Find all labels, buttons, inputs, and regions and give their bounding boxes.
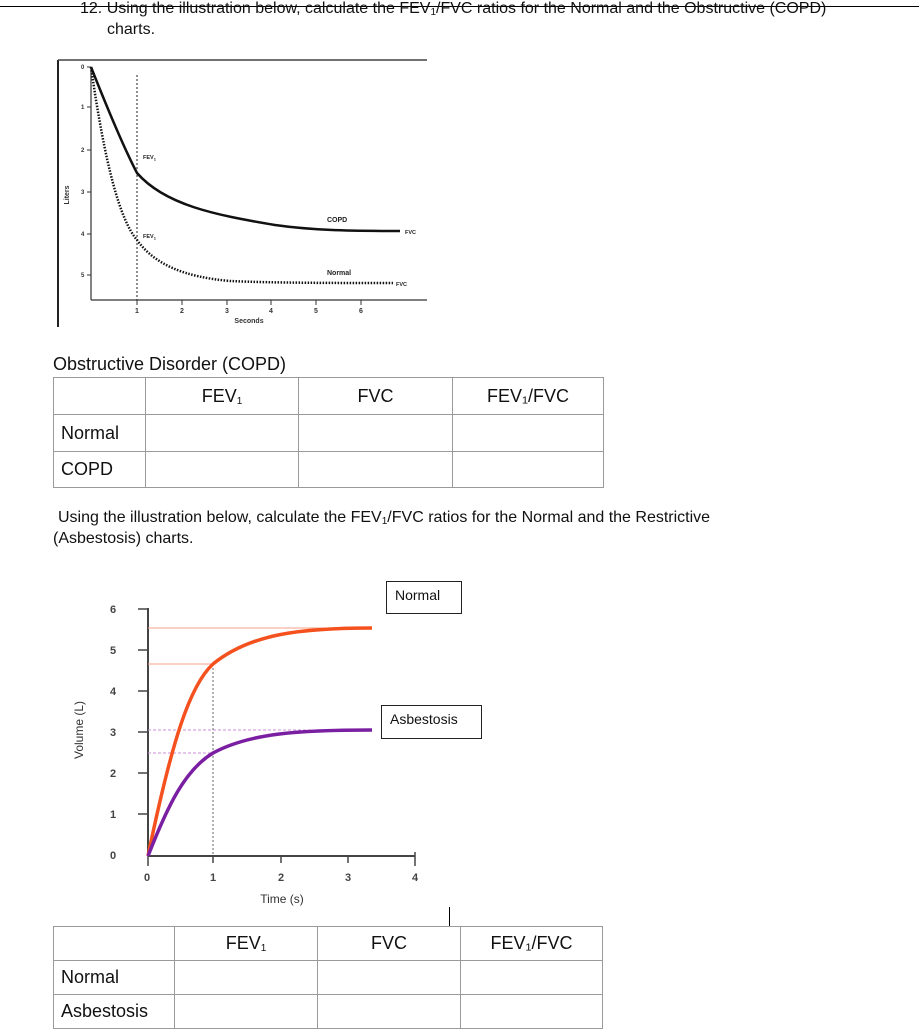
chart2-ytick-2: 2 — [110, 768, 116, 780]
table-row: COPD — [53, 451, 604, 488]
chart1-xtick-2: 2 — [180, 308, 184, 315]
chart1-ytick-4: 4 — [81, 232, 85, 238]
chart2-asbestosis-label: Asbestosis — [381, 705, 482, 739]
chart2-xlabel: Time (s) — [260, 892, 304, 906]
chart1-copd-curve — [89, 66, 401, 233]
subscript-1: 1 — [381, 516, 388, 527]
chart-asbestosis: 6 5 4 3 2 1 0 Volume (L) 0 1 2 3 4 Time … — [72, 604, 419, 906]
chart2-xtick-2: 2 — [278, 872, 284, 884]
top-rule — [0, 6, 919, 7]
chart2-ytick-0: 0 — [110, 850, 116, 862]
table2-cell-asbestosis-fvc[interactable] — [317, 994, 461, 1029]
chart1-yticks: 0 1 2 3 4 5 — [81, 65, 91, 279]
question2-line-2: (Asbestosis) charts. — [53, 530, 194, 547]
text-cursor — [449, 907, 450, 926]
table2-cell-asbestosis-fev1[interactable] — [174, 994, 318, 1029]
table-copd: FEV1 FVC FEV₁/FVC Normal COPD — [53, 377, 604, 488]
chart1-fev1-label-copd: FEV1 — [143, 155, 157, 162]
table1-header-empty — [53, 377, 146, 415]
chart1-xtick-5: 5 — [314, 308, 318, 315]
question-text-b: /FVC ratios for the Normal and the Obstr… — [436, 0, 827, 17]
chart2-ytick-6: 6 — [110, 604, 116, 616]
chart2-ylabel: Volume (L) — [72, 701, 86, 759]
table2-header-row: FEV1 FVC FEV₁/FVC — [53, 926, 603, 961]
chart1-fvc-label-copd: FVC — [405, 230, 416, 236]
table1-header-fev1: FEV1 — [145, 377, 299, 415]
table2-header-empty — [53, 926, 175, 961]
subscript-1: 1 — [430, 7, 436, 18]
table1-cell-normal-ratio[interactable] — [452, 414, 604, 452]
chart2-xtick-0: 0 — [144, 872, 150, 884]
table2-header-fev1: FEV1 — [174, 926, 318, 961]
question-2: Using the illustration below, calculate … — [53, 509, 873, 547]
chart2-ytick-1: 1 — [110, 809, 116, 821]
table2-cell-normal-ratio[interactable] — [460, 960, 603, 995]
table2-cell-asbestosis-ratio[interactable] — [460, 994, 603, 1029]
table1-header-fvc: FVC — [298, 377, 453, 415]
chart1-xticks: 1 2 3 4 5 6 — [135, 300, 363, 315]
chart2-ytick-3: 3 — [110, 727, 116, 739]
question-text-a: Using the illustration below, calculate … — [106, 0, 431, 17]
question-line-1: 12. Using the illustration below, calcul… — [80, 0, 910, 21]
table-row: Normal — [53, 414, 604, 452]
table1-cell-normal-fvc[interactable] — [298, 414, 453, 452]
chart1-ylabel: Liters — [64, 185, 71, 204]
question-number: 12. — [80, 0, 103, 17]
chart2-asbestosis-curve — [146, 728, 373, 857]
chart1-copd-label: COPD — [327, 217, 347, 224]
chart2-yticks: 6 5 4 3 2 1 0 — [110, 604, 148, 862]
chart2-xticks: 0 1 2 3 4 — [144, 856, 419, 884]
table1-header-ratio: FEV₁/FVC — [452, 377, 604, 415]
question2-text-a: Using the illustration below, calculate … — [58, 509, 382, 526]
chart1-ytick-2: 2 — [81, 148, 85, 154]
table1-row-normal-label: Normal — [53, 414, 146, 452]
chart1-fvc-label-normal: FVC — [396, 282, 407, 288]
table2-header-fvc: FVC — [317, 926, 461, 961]
table2-cell-normal-fev1[interactable] — [174, 960, 318, 995]
question-line-2: charts. — [107, 21, 156, 38]
chart2-ytick-4: 4 — [110, 686, 117, 698]
question-12: 12. Using the illustration below, calcul… — [80, 0, 910, 38]
table1-cell-normal-fev1[interactable] — [145, 414, 299, 452]
chart1-ytick-5: 5 — [81, 273, 85, 279]
chart1-fev1-label-normal: FEV1 — [143, 234, 157, 241]
table2-row-normal-label: Normal — [53, 960, 175, 995]
chart1-ytick-0: 0 — [81, 65, 85, 71]
table2-cell-normal-fvc[interactable] — [317, 960, 461, 995]
chart-copd: 0 1 2 3 4 5 Liters 1 2 3 4 5 6 Seconds F… — [57, 59, 427, 327]
question2-text-b: /FVC ratios for the Normal and the Restr… — [387, 509, 711, 526]
chart1-normal-label: Normal — [327, 270, 351, 277]
chart2-xtick-4: 4 — [412, 872, 419, 884]
table1-row-copd-label: COPD — [53, 451, 146, 488]
chart2-normal-curve — [146, 626, 373, 857]
chart1-xtick-6: 6 — [359, 308, 363, 315]
chart1-ytick-3: 3 — [81, 190, 85, 196]
chart1-ytick-1: 1 — [81, 105, 85, 111]
chart2-normal-label: Normal — [386, 581, 462, 614]
chart1-xtick-4: 4 — [269, 308, 273, 315]
chart1-xtick-1: 1 — [135, 308, 139, 315]
question2-line-1: Using the illustration below, calculate … — [53, 509, 873, 530]
chart1-normal-curve — [89, 66, 394, 285]
chart1-xlabel: Seconds — [234, 318, 263, 325]
table-row: Normal — [53, 960, 603, 995]
table1-header-row: FEV1 FVC FEV₁/FVC — [53, 377, 604, 415]
table2-row-asbestosis-label: Asbestosis — [53, 994, 175, 1029]
table1-cell-copd-fvc[interactable] — [298, 451, 453, 488]
table1-title: Obstructive Disorder (COPD) — [53, 354, 287, 374]
chart2-ytick-5: 5 — [110, 645, 116, 657]
table-row: Asbestosis — [53, 994, 603, 1029]
table1-cell-copd-fev1[interactable] — [145, 451, 299, 488]
table-asbestosis: FEV1 FVC FEV₁/FVC Normal Asbestosis — [53, 926, 603, 1029]
chart2-xtick-1: 1 — [210, 872, 216, 884]
table1-cell-copd-ratio[interactable] — [452, 451, 604, 488]
chart2-xtick-3: 3 — [345, 872, 351, 884]
table2-header-ratio: FEV₁/FVC — [460, 926, 603, 961]
chart1-xtick-3: 3 — [225, 308, 229, 315]
